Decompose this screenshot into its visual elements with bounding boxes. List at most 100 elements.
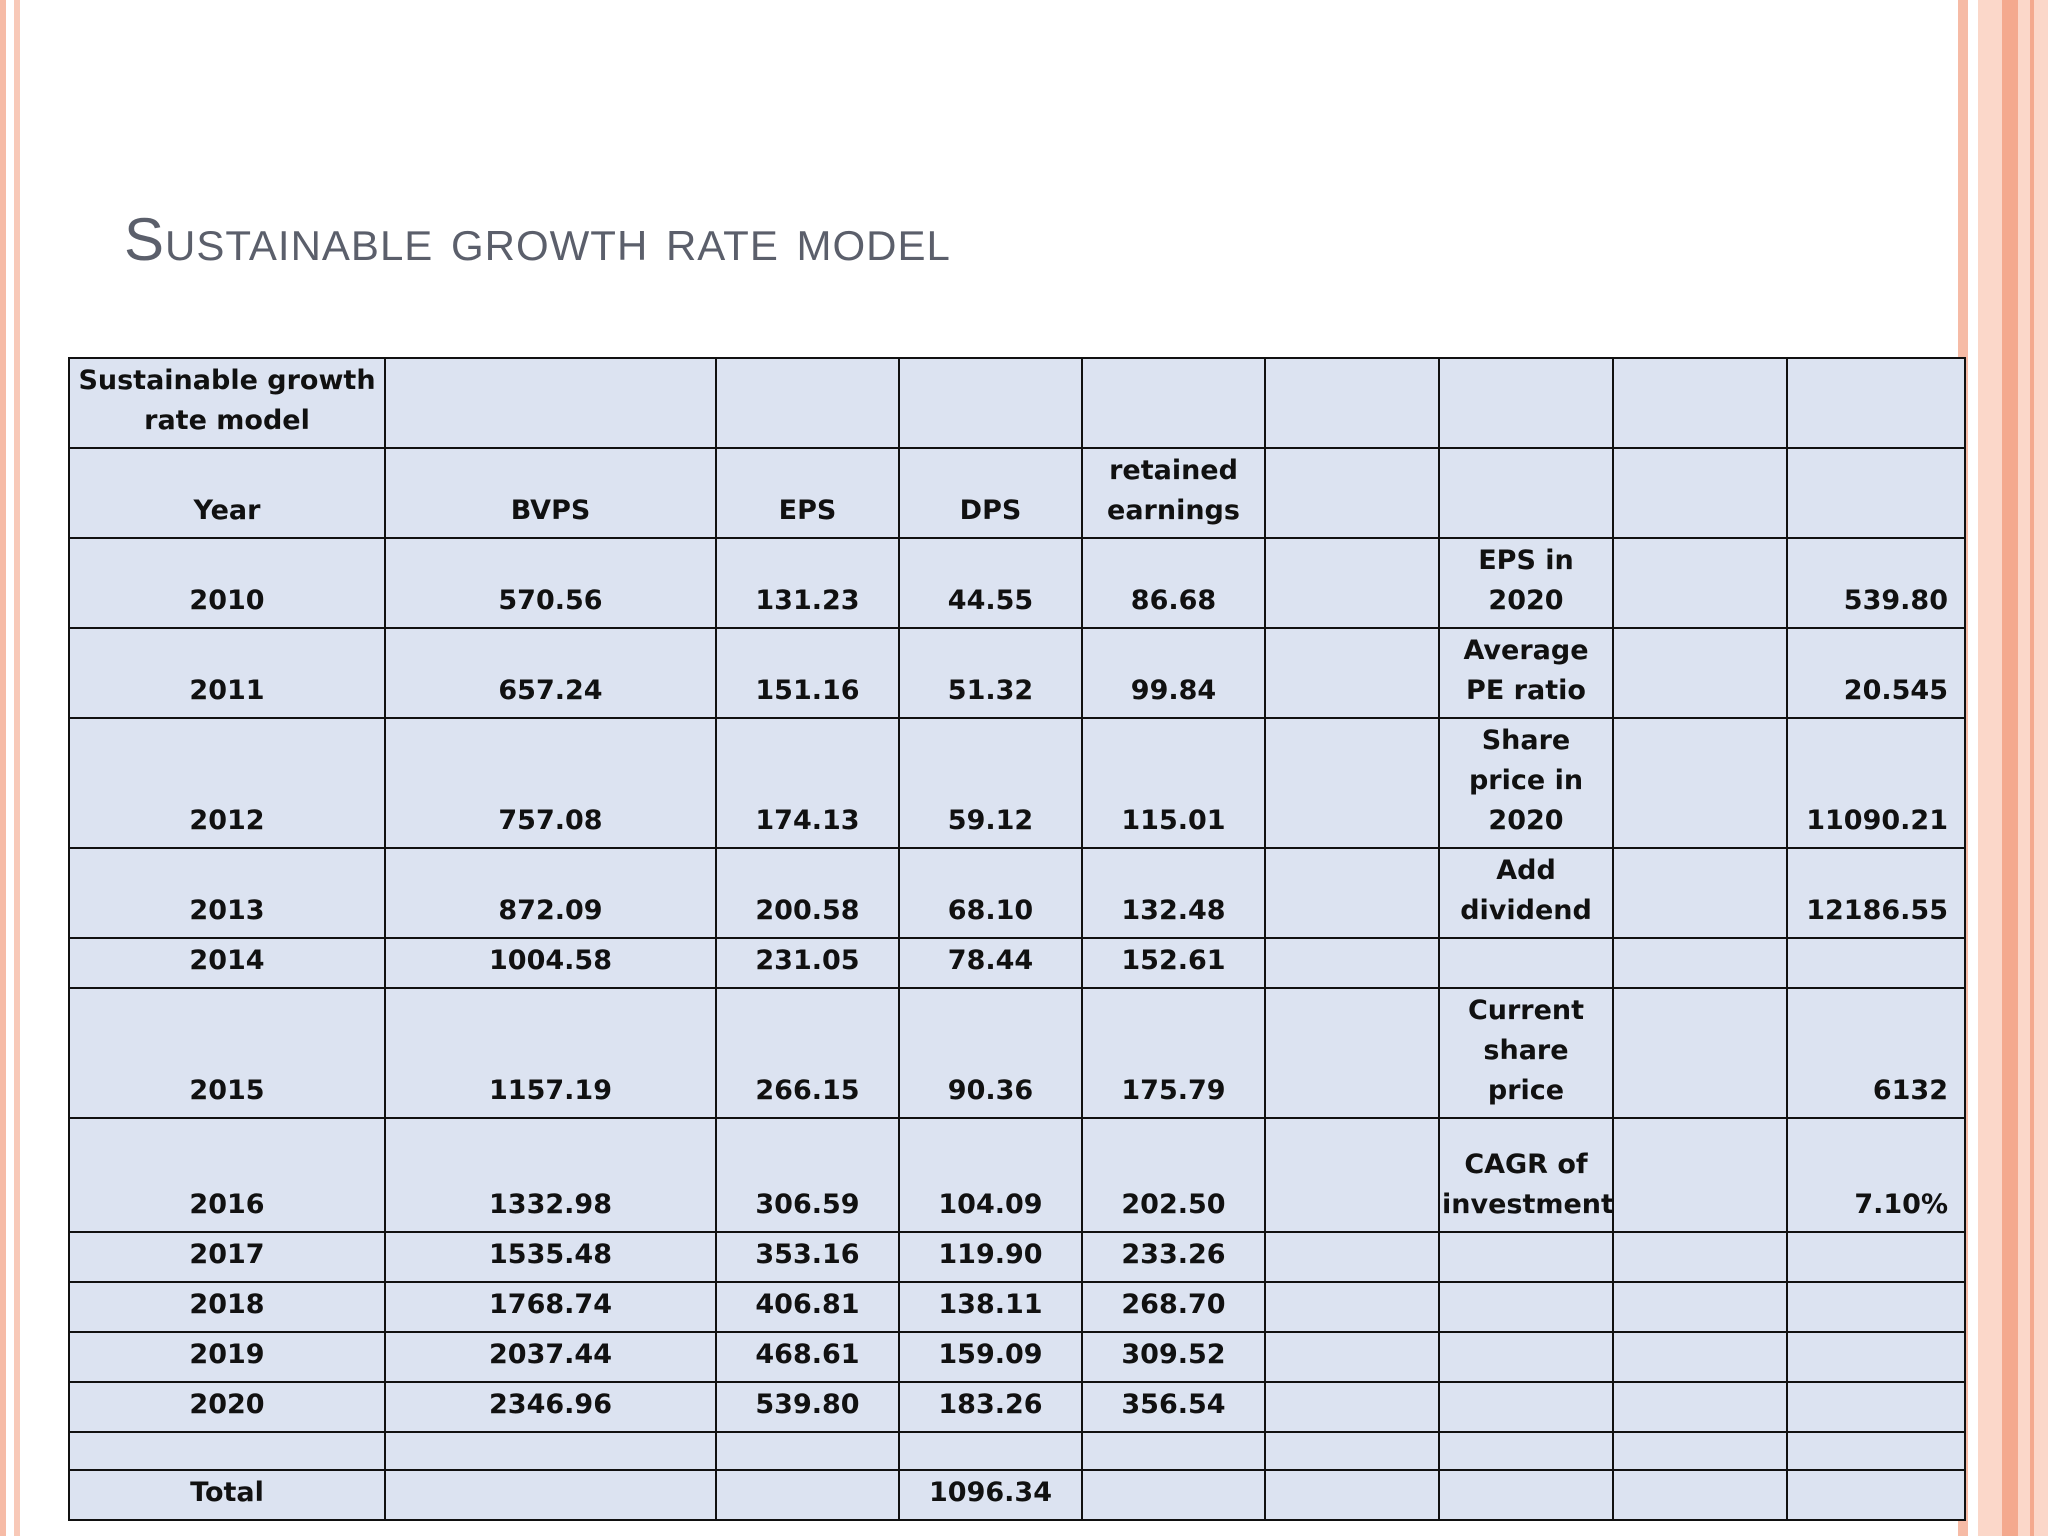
empty-cell (1081, 1469, 1266, 1521)
empty-cell (1264, 627, 1440, 719)
empty-cell (1612, 987, 1788, 1119)
empty-cell (1264, 937, 1440, 989)
empty-cell (1438, 1431, 1614, 1471)
empty-cell (1264, 1431, 1440, 1471)
cell-metric-label: CAGR of investment (1438, 1117, 1614, 1233)
cell-eps: 468.61 (715, 1331, 900, 1383)
cell-bvps: 2037.44 (384, 1331, 717, 1383)
cell-metric-label: Add dividend (1438, 847, 1614, 939)
table-row: 2017 1535.48 353.16 119.90 233.26 (68, 1231, 1966, 1283)
empty-cell (1264, 1231, 1440, 1283)
cell-eps: 151.16 (715, 627, 900, 719)
slide-title: Sustainable growth rate model (124, 206, 951, 273)
empty-cell (68, 1431, 386, 1471)
empty-cell (715, 1431, 900, 1471)
header-eps: EPS (715, 447, 900, 539)
empty-cell (1786, 447, 1966, 539)
cell-dps: 78.44 (898, 937, 1083, 989)
cell-retained-earnings: 268.70 (1081, 1281, 1266, 1333)
cell-retained-earnings: 309.52 (1081, 1331, 1266, 1383)
total-row: Total 1096.34 (68, 1469, 1966, 1521)
cell-year: 2018 (68, 1281, 386, 1333)
cell-dps: 59.12 (898, 717, 1083, 849)
cell-retained-earnings: 152.61 (1081, 937, 1266, 989)
cell-dps: 159.09 (898, 1331, 1083, 1383)
cell-retained-earnings: 233.26 (1081, 1231, 1266, 1283)
header-dps: DPS (898, 447, 1083, 539)
cell-metric-label (1438, 1381, 1614, 1433)
cell-metric-value (1786, 1381, 1966, 1433)
cell-year: 2012 (68, 717, 386, 849)
empty-cell (898, 1431, 1083, 1471)
cell-year: 2011 (68, 627, 386, 719)
empty-cell (384, 1469, 717, 1521)
cell-metric-value (1786, 1331, 1966, 1383)
table-title-row: Sustainable growth rate model (68, 357, 1966, 449)
total-label: Total (68, 1469, 386, 1521)
empty-cell (1612, 847, 1788, 939)
header-retained-earnings: retained earnings (1081, 447, 1266, 539)
empty-cell (1612, 537, 1788, 629)
table-row: 2015 1157.19 266.15 90.36 175.79 Current shar… (68, 987, 1966, 1119)
cell-year: 2019 (68, 1331, 386, 1383)
empty-cell (1612, 1117, 1788, 1233)
cell-bvps: 1332.98 (384, 1117, 717, 1233)
cell-bvps: 1157.19 (384, 987, 717, 1119)
left-accent-bar (0, 0, 6, 1536)
cell-bvps: 2346.96 (384, 1381, 717, 1433)
cell-eps: 406.81 (715, 1281, 900, 1333)
column-header-row: Year BVPS EPS DPS retained earnings (68, 447, 1966, 539)
table-row: 2013 872.09 200.58 68.10 132.48 Add dividend 1… (68, 847, 1966, 939)
empty-cell (1612, 717, 1788, 849)
cell-bvps: 1768.74 (384, 1281, 717, 1333)
cell-metric-value (1786, 1281, 1966, 1333)
empty-cell (1612, 937, 1788, 989)
cell-dps: 44.55 (898, 537, 1083, 629)
right-accent-stripe-thin (2030, 0, 2034, 1536)
cell-retained-earnings: 99.84 (1081, 627, 1266, 719)
empty-cell (1786, 1469, 1966, 1521)
empty-cell (1264, 717, 1440, 849)
cell-metric-label (1438, 1281, 1614, 1333)
cell-eps: 231.05 (715, 937, 900, 989)
empty-cell (1081, 357, 1266, 449)
cell-metric-label: Share price in 2020 (1438, 717, 1614, 849)
empty-cell (1612, 1469, 1788, 1521)
empty-cell (1612, 1231, 1788, 1283)
cell-retained-earnings: 356.54 (1081, 1381, 1266, 1433)
cell-eps: 131.23 (715, 537, 900, 629)
cell-retained-earnings: 115.01 (1081, 717, 1266, 849)
cell-dps: 119.90 (898, 1231, 1083, 1283)
empty-cell (1438, 357, 1614, 449)
cell-eps: 539.80 (715, 1381, 900, 1433)
cell-bvps: 570.56 (384, 537, 717, 629)
empty-cell (1786, 1431, 1966, 1471)
cell-metric-label: EPS in 2020 (1438, 537, 1614, 629)
cell-retained-earnings: 175.79 (1081, 987, 1266, 1119)
table-row: 2016 1332.98 306.59 104.09 202.50 CAGR of inv… (68, 1117, 1966, 1233)
table-row: 2020 2346.96 539.80 183.26 356.54 (68, 1381, 1966, 1433)
cell-metric-value: 539.80 (1786, 537, 1966, 629)
cell-retained-earnings: 132.48 (1081, 847, 1266, 939)
cell-metric-value: 20.545 (1786, 627, 1966, 719)
table-row: 2019 2037.44 468.61 159.09 309.52 (68, 1331, 1966, 1383)
cell-eps: 306.59 (715, 1117, 900, 1233)
empty-cell (1264, 447, 1440, 539)
cell-eps: 200.58 (715, 847, 900, 939)
cell-metric-value (1786, 1231, 1966, 1283)
empty-cell (715, 1469, 900, 1521)
cell-metric-value: 12186.55 (1786, 847, 1966, 939)
cell-bvps: 1004.58 (384, 937, 717, 989)
empty-cell (1264, 847, 1440, 939)
cell-metric-label: Current share price (1438, 987, 1614, 1119)
cell-eps: 266.15 (715, 987, 900, 1119)
total-dps: 1096.34 (898, 1469, 1083, 1521)
table-row: 2011 657.24 151.16 51.32 99.84 Average PE rat… (68, 627, 1966, 719)
cell-year: 2017 (68, 1231, 386, 1283)
header-bvps: BVPS (384, 447, 717, 539)
empty-cell (1264, 1281, 1440, 1333)
cell-bvps: 657.24 (384, 627, 717, 719)
growth-model-table: Sustainable growth rate model Year BVPS … (68, 357, 1966, 1521)
empty-cell (1264, 1331, 1440, 1383)
cell-year: 2016 (68, 1117, 386, 1233)
